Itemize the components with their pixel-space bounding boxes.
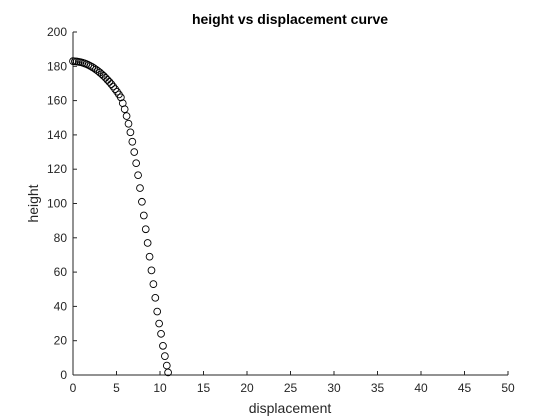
data-point (124, 119, 133, 128)
axes (72, 32, 508, 376)
x-ticks: 0 5 10 15 20 25 30 35 40 45 50 (70, 371, 515, 395)
x-tick-label: 25 (284, 381, 298, 395)
data-point (162, 361, 171, 370)
data-point (105, 78, 114, 86)
y-tick-label: 200 (47, 25, 67, 39)
data-point (111, 85, 119, 93)
x-tick-label: 35 (371, 381, 385, 395)
chart-title: height vs displacement curve (192, 11, 388, 27)
x-tick-label: 30 (327, 381, 341, 395)
data-point (122, 112, 131, 120)
data-point (145, 252, 154, 261)
data-point (90, 64, 98, 73)
data-point (103, 75, 112, 84)
data-point (86, 62, 95, 70)
data-point (164, 368, 172, 377)
y-tick-label: 100 (47, 197, 67, 211)
x-tick-label: 50 (501, 381, 515, 395)
data-point (157, 329, 165, 338)
data-point (161, 352, 169, 360)
data-point (151, 293, 160, 302)
x-tick-label: 10 (153, 381, 167, 395)
data-point (159, 341, 167, 350)
y-tick-label: 80 (54, 231, 68, 245)
data-point (99, 72, 108, 80)
data-point (153, 307, 162, 316)
y-tick-label: 180 (47, 59, 67, 73)
data-markers (69, 57, 172, 377)
data-point (138, 197, 146, 206)
x-tick-label: 5 (113, 381, 120, 395)
data-point (149, 280, 158, 288)
x-tick-label: 15 (197, 381, 211, 395)
x-tick-label: 20 (240, 381, 254, 395)
data-point (126, 128, 135, 137)
y-tick-label: 60 (54, 265, 68, 279)
data-point (139, 211, 148, 220)
data-point (141, 225, 150, 234)
data-point (84, 61, 93, 69)
data-point (88, 63, 96, 71)
data-point (101, 73, 110, 82)
x-tick-label: 45 (458, 381, 472, 395)
data-point (92, 65, 100, 74)
y-tick-label: 40 (54, 299, 68, 313)
data-point (116, 93, 125, 102)
data-point (120, 105, 129, 114)
data-point (107, 80, 116, 88)
y-ticks: 0 20 40 60 80 100 120 140 160 180 200 (47, 25, 77, 382)
data-point (128, 137, 137, 146)
data-point (130, 148, 139, 156)
data-point (143, 239, 152, 247)
y-tick-label: 160 (47, 94, 67, 108)
x-tick-label: 40 (414, 381, 428, 395)
data-point (109, 82, 118, 91)
data-point (132, 159, 141, 168)
y-tick-label: 140 (47, 128, 67, 142)
data-point (147, 266, 156, 275)
y-tick-label: 0 (60, 368, 67, 382)
data-point (134, 171, 142, 180)
data-point (155, 319, 163, 328)
y-axis-title: height (25, 184, 41, 222)
x-axis-title: displacement (249, 400, 332, 416)
x-tick-label: 0 (70, 381, 77, 395)
data-point (136, 184, 144, 192)
y-tick-label: 120 (47, 162, 67, 176)
y-tick-label: 20 (54, 334, 68, 348)
